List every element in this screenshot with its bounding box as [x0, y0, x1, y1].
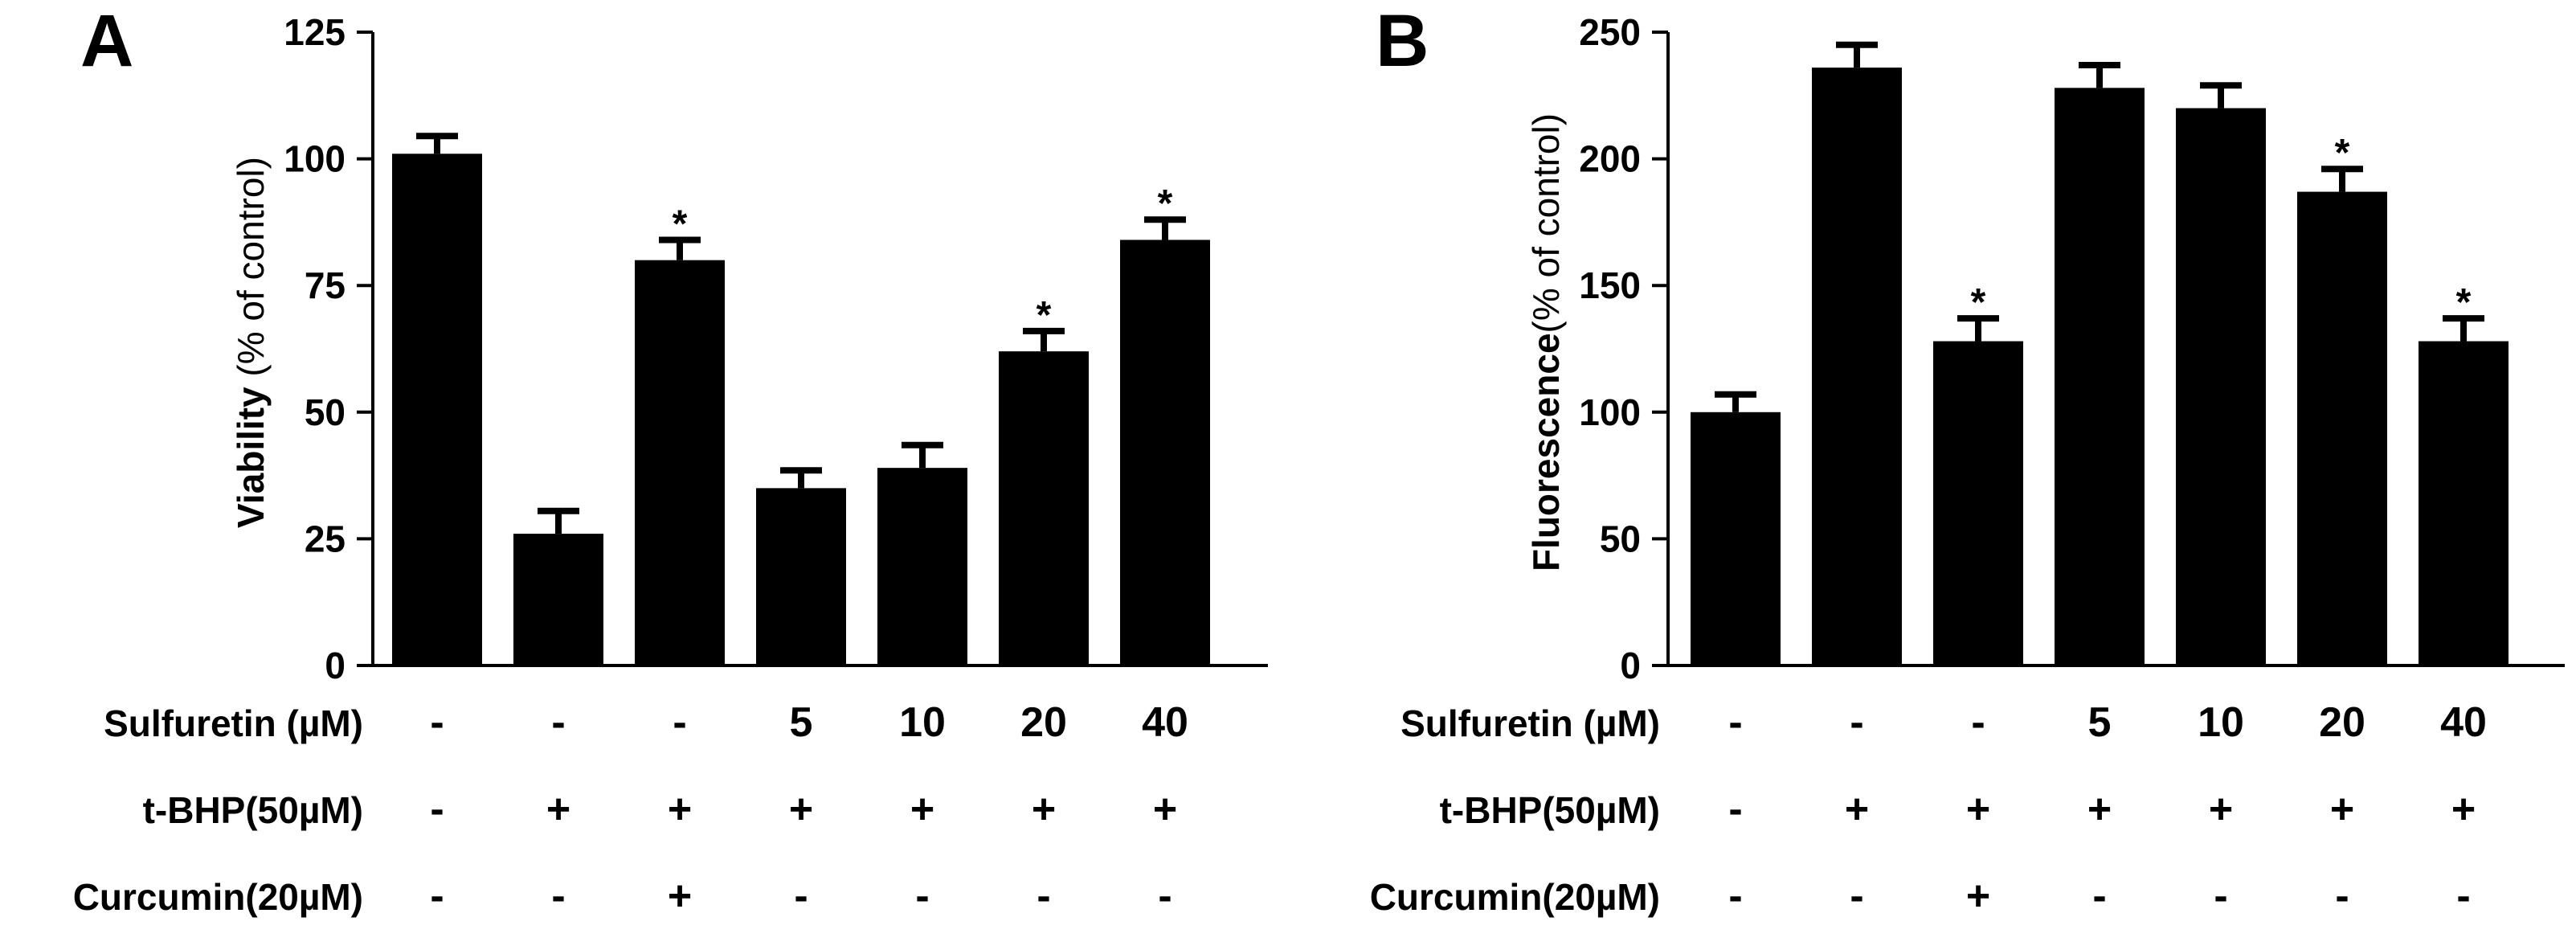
- panel-a-row-sulfuretin-cell: 20: [1020, 699, 1067, 746]
- panel-b-row-label-curcumin: Curcumin(20µM): [1370, 876, 1660, 918]
- panel-b-row-curcumin-cell: -: [1850, 873, 1863, 919]
- panel-a-y-tick-label: 50: [305, 391, 346, 433]
- panel-b-row-label-tbhp: t-BHP(50µM): [1440, 789, 1660, 831]
- panel-a-bar: [999, 351, 1089, 665]
- panel-b-row-tbhp-cell: +: [1845, 786, 1869, 833]
- panel-b-row-tbhp-cell: +: [2087, 786, 2112, 833]
- panel-b-row-tbhp-cell: +: [1966, 786, 1990, 833]
- panel-b-row-tbhp-cell: +: [2330, 786, 2354, 833]
- panel-b-y-tick-label: 200: [1579, 138, 1641, 180]
- panel-b-y-tick-label: 50: [1600, 518, 1641, 559]
- panel-a-bar: [635, 260, 725, 665]
- panel-a-bar: [1120, 240, 1210, 665]
- panel-a-y-tick-label: 25: [305, 518, 346, 559]
- panel-a-row-label-sulfuretin: Sulfuretin (µM): [104, 702, 363, 744]
- panel-a-row-tbhp-cell: +: [1153, 786, 1177, 833]
- panel-a-row-curcumin-cell: +: [668, 873, 692, 919]
- panel-a-row-tbhp-cell: +: [789, 786, 813, 833]
- panel-a-row-tbhp-cell: +: [910, 786, 934, 833]
- panel-a-y-axis-label: Viability (% of control): [230, 157, 272, 528]
- panel-a-row-sulfuretin-cell: -: [673, 699, 686, 746]
- panel-a-bar: [877, 468, 967, 665]
- panel-b-significance-mark: *: [1971, 281, 1986, 324]
- panel-b-row-tbhp-cell: +: [2209, 786, 2233, 833]
- panel-a-row-curcumin-cell: -: [1158, 873, 1171, 919]
- panel-a-bar: [513, 534, 603, 665]
- panel-a-row-sulfuretin-cell: -: [430, 699, 444, 746]
- panel-b-group-labels: Sulfuretin (µM) - - - 5 10 20 40 t-BHP(50µM) - + + +…: [1370, 699, 2487, 919]
- panel-a-row-curcumin-cell: -: [551, 873, 565, 919]
- panel-letter-b: B: [1376, 0, 1429, 82]
- panel-a-row-sulfuretin-cell: 40: [1142, 699, 1188, 746]
- panel-a-y-tick-label: 100: [284, 138, 346, 180]
- panel-a-row-curcumin-cell: -: [915, 873, 929, 919]
- panel-b-row-sulfuretin-cell: -: [1850, 699, 1863, 746]
- panel-a-group-labels: Sulfuretin (µM) - - - 5 10 20 40 t-BHP(50µM) - + + +…: [73, 699, 1188, 919]
- panel-a-row-curcumin-cell: -: [430, 873, 444, 919]
- panel-b-bar: [2297, 191, 2387, 666]
- svg-text:Viability (% of control): Viability (% of control): [230, 157, 272, 528]
- panel-a-row-tbhp-cell: +: [1032, 786, 1056, 833]
- panel-a-y-tick-label: 75: [305, 264, 346, 306]
- panel-a-row-curcumin-cell: -: [794, 873, 808, 919]
- panel-b: B Fluorescence(% of control) 0 50 100 150 20…: [1370, 0, 2565, 919]
- panel-a-row-tbhp-cell: -: [430, 786, 444, 833]
- panel-a-plot: 0 25 50 75 100 125 * * *: [284, 11, 1268, 686]
- panel-b-bar: [2176, 108, 2266, 665]
- panel-b-row-sulfuretin-cell: -: [1971, 699, 1985, 746]
- panel-a-y-tick-label: 125: [284, 11, 346, 53]
- panel-b-row-sulfuretin-cell: -: [1728, 699, 1742, 746]
- panel-a-y-tick-label: 0: [325, 645, 346, 686]
- panel-b-row-curcumin-cell: +: [1966, 873, 1990, 919]
- panel-b-y-tick-label: 100: [1579, 391, 1641, 433]
- panel-a-row-label-tbhp: t-BHP(50µM): [143, 789, 363, 831]
- panel-b-y-tick-label: 250: [1579, 11, 1641, 53]
- panel-b-y-tick-label: 0: [1620, 645, 1641, 686]
- panel-b-y-tick-label: 150: [1579, 264, 1641, 306]
- panel-a-significance-mark: *: [1158, 182, 1173, 225]
- panel-a-row-tbhp-cell: +: [546, 786, 570, 833]
- panel-b-row-tbhp-cell: +: [2451, 786, 2476, 833]
- panel-b-row-sulfuretin-cell: 40: [2440, 699, 2487, 746]
- panel-letter-a: A: [80, 0, 133, 82]
- panel-b-bar: [2055, 88, 2145, 666]
- panel-b-row-curcumin-cell: -: [2092, 873, 2106, 919]
- panel-b-row-sulfuretin-cell: 10: [2198, 699, 2244, 746]
- panel-a-ylabel-rest: (% of control): [230, 157, 272, 387]
- svg-text:Fluorescence(% of control): Fluorescence(% of control): [1525, 113, 1567, 571]
- panel-b-row-sulfuretin-cell: 5: [2088, 699, 2112, 746]
- panel-b-row-curcumin-cell: -: [2214, 873, 2227, 919]
- panel-b-significance-mark: *: [2335, 132, 2350, 174]
- panel-b-y-axis-label: Fluorescence(% of control): [1525, 113, 1567, 571]
- panel-b-row-sulfuretin-cell: 20: [2319, 699, 2365, 746]
- panel-b-significance-mark: *: [2456, 281, 2472, 324]
- panel-b-bar: [1933, 341, 2023, 665]
- panel-b-row-curcumin-cell: -: [2335, 873, 2349, 919]
- panel-a-significance-mark: *: [1037, 294, 1052, 337]
- panel-b-row-curcumin-cell: -: [2456, 873, 2470, 919]
- panel-a-row-label-curcumin: Curcumin(20µM): [73, 876, 363, 918]
- panel-b-row-label-sulfuretin: Sulfuretin (µM): [1400, 702, 1660, 744]
- panel-b-bar: [1812, 68, 1902, 666]
- panel-a-ylabel-bold: Viability: [230, 387, 272, 528]
- panel-a-significance-mark: *: [673, 203, 688, 245]
- panel-a-row-tbhp-cell: +: [668, 786, 692, 833]
- panel-b-ylabel-rest: (% of control): [1525, 113, 1567, 334]
- panel-b-row-tbhp-cell: -: [1728, 786, 1742, 833]
- panel-a-bar: [392, 154, 482, 665]
- panel-a-row-sulfuretin-cell: -: [551, 699, 565, 746]
- panel-a-row-curcumin-cell: -: [1037, 873, 1050, 919]
- panel-a-row-sulfuretin-cell: 10: [899, 699, 946, 746]
- panel-b-plot: 0 50 100 150 200 250 * * *: [1579, 11, 2565, 686]
- panel-a: A Viability (% of control) 0 25 50 75 100 125…: [73, 0, 1268, 919]
- panel-a-bar: [756, 488, 846, 665]
- panel-b-bar: [1691, 412, 1781, 665]
- panel-a-row-sulfuretin-cell: 5: [790, 699, 813, 746]
- panel-b-bar: [2419, 341, 2509, 665]
- panel-b-row-curcumin-cell: -: [1728, 873, 1742, 919]
- panel-b-ylabel-bold: Fluorescence: [1525, 333, 1567, 571]
